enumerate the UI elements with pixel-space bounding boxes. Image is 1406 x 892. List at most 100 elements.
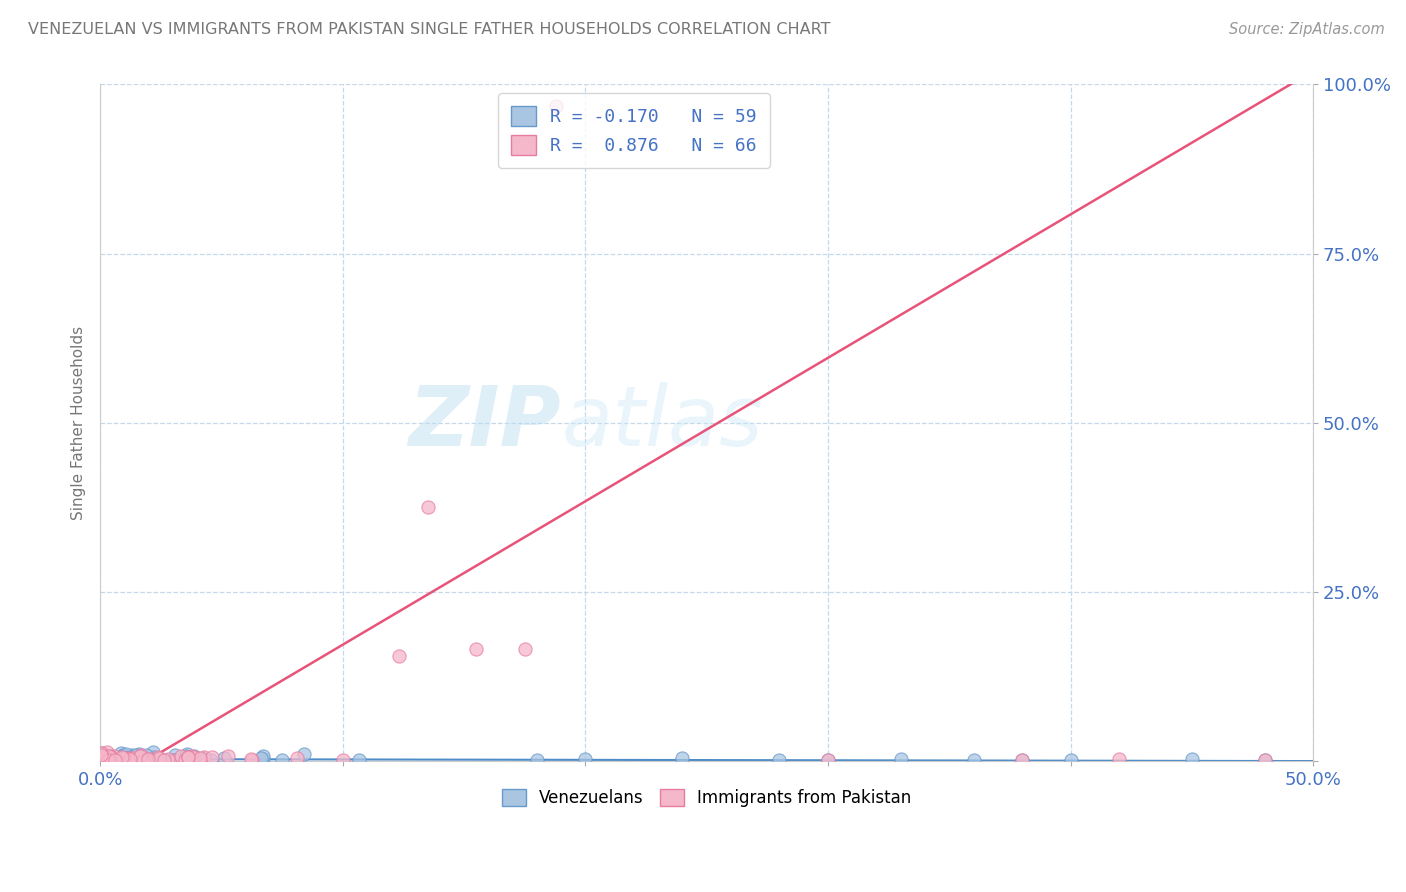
Point <box>188 751 211 765</box>
Point <box>114 747 136 761</box>
Point <box>285 751 308 765</box>
Point <box>121 747 143 762</box>
Point <box>181 748 204 763</box>
Point <box>110 750 132 764</box>
Point <box>97 751 120 765</box>
Point <box>1108 752 1130 766</box>
Point <box>105 754 128 768</box>
Text: atlas: atlas <box>561 383 762 463</box>
Point <box>146 750 169 764</box>
Point <box>162 753 184 767</box>
Point <box>94 752 117 766</box>
Point <box>546 99 568 113</box>
Point <box>91 752 114 766</box>
Point <box>146 751 169 765</box>
Point <box>112 748 135 763</box>
Point <box>671 751 693 765</box>
Point <box>188 753 211 767</box>
Point <box>90 748 112 763</box>
Point <box>128 747 150 761</box>
Point <box>104 754 127 768</box>
Point <box>1011 753 1033 767</box>
Point <box>1181 752 1204 766</box>
Point <box>136 753 159 767</box>
Point <box>90 747 112 761</box>
Point <box>768 753 790 767</box>
Point <box>129 752 152 766</box>
Point <box>170 748 193 763</box>
Point <box>91 752 114 766</box>
Point <box>177 749 200 764</box>
Point <box>191 751 214 765</box>
Point <box>817 753 839 767</box>
Point <box>152 754 174 768</box>
Point <box>1011 753 1033 767</box>
Point <box>139 752 162 766</box>
Point <box>97 749 120 764</box>
Point <box>110 747 132 761</box>
Point <box>416 500 439 515</box>
Point <box>129 748 152 763</box>
Point <box>94 753 117 767</box>
Point <box>174 753 197 767</box>
Point <box>104 753 127 767</box>
Text: VENEZUELAN VS IMMIGRANTS FROM PAKISTAN SINGLE FATHER HOUSEHOLDS CORRELATION CHAR: VENEZUELAN VS IMMIGRANTS FROM PAKISTAN S… <box>28 22 831 37</box>
Point <box>122 751 145 765</box>
Point <box>136 753 159 767</box>
Point <box>165 747 187 762</box>
Point <box>1254 753 1277 767</box>
Point <box>890 752 912 766</box>
Point <box>177 749 200 764</box>
Point <box>817 753 839 767</box>
Point <box>103 753 125 767</box>
Point <box>250 751 273 765</box>
Point <box>201 750 224 764</box>
Point <box>136 751 159 765</box>
Point <box>107 752 129 766</box>
Point <box>349 752 371 766</box>
Point <box>217 749 239 764</box>
Point <box>125 747 148 762</box>
Point <box>962 753 984 767</box>
Point <box>135 748 157 763</box>
Point <box>98 752 121 766</box>
Point <box>271 753 294 767</box>
Point <box>112 751 135 765</box>
Point <box>118 750 141 764</box>
Point <box>166 754 188 768</box>
Point <box>120 754 142 768</box>
Point <box>121 752 143 766</box>
Text: Source: ZipAtlas.com: Source: ZipAtlas.com <box>1229 22 1385 37</box>
Point <box>513 642 536 657</box>
Point <box>183 749 205 764</box>
Point <box>101 752 124 766</box>
Point <box>139 753 162 767</box>
Point <box>98 749 121 764</box>
Point <box>98 750 121 764</box>
Y-axis label: Single Father Households: Single Father Households <box>72 326 86 520</box>
Point <box>135 753 157 767</box>
Point <box>94 752 117 766</box>
Point <box>97 752 120 766</box>
Point <box>96 745 118 759</box>
Point <box>239 752 262 766</box>
Text: ZIP: ZIP <box>409 383 561 463</box>
Point <box>107 754 129 768</box>
Point <box>148 751 170 765</box>
Point <box>91 751 114 765</box>
Point <box>200 753 222 767</box>
Point <box>183 749 205 764</box>
Point <box>240 753 263 767</box>
Point <box>120 753 142 767</box>
Point <box>91 752 114 766</box>
Point <box>131 753 153 767</box>
Point <box>165 753 187 767</box>
Point <box>574 752 596 766</box>
Point <box>143 750 166 764</box>
Point <box>156 752 179 766</box>
Point <box>103 748 125 763</box>
Point <box>105 754 128 768</box>
Point <box>142 745 165 759</box>
Point <box>89 753 111 767</box>
Point <box>129 749 152 764</box>
